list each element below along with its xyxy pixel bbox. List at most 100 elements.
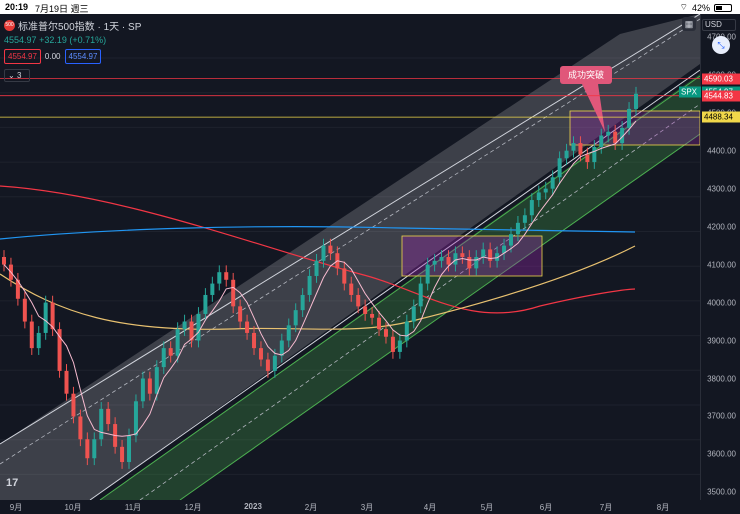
candle-body xyxy=(488,249,493,261)
grid-icon[interactable]: ▦ xyxy=(682,17,696,31)
price-chart[interactable] xyxy=(0,14,700,500)
collapse-arrows-icon[interactable]: ⤡ xyxy=(712,36,730,54)
candle-body xyxy=(161,348,166,368)
candle-body xyxy=(557,158,562,178)
price-tick: 3700.00 xyxy=(707,411,736,421)
chevron-down-icon: ⌄ xyxy=(8,71,15,80)
candle-body xyxy=(106,408,111,425)
consolidation-box xyxy=(401,235,543,277)
time-tick: 9月 xyxy=(9,503,23,512)
candle-body xyxy=(390,336,395,352)
candle-body xyxy=(189,321,194,341)
spx-logo-icon: 500 xyxy=(4,20,15,31)
candle-body xyxy=(606,131,611,136)
candle-body xyxy=(231,279,236,307)
candle-body xyxy=(522,215,527,223)
candle-body xyxy=(446,257,451,265)
candle-body xyxy=(342,268,347,284)
candle-body xyxy=(481,249,486,257)
status-date: 7月19日 週三 xyxy=(35,4,89,14)
candle-body xyxy=(620,127,625,144)
symbol-header: 500 标准普尔500指数 · 1天 · SP 4554.97 +32.19 (… xyxy=(4,18,141,82)
price-axis[interactable]: 4700.004600.004500.004400.004300.004200.… xyxy=(679,14,740,500)
time-tick: 10月 xyxy=(64,503,82,512)
candle-body xyxy=(536,192,541,201)
candle-body xyxy=(564,150,569,159)
candle-body xyxy=(210,283,215,295)
time-tick: 7月 xyxy=(599,503,613,512)
breakout-annotation[interactable]: 成功突破 xyxy=(560,66,612,84)
candle-body xyxy=(224,272,229,280)
candle-body xyxy=(22,298,27,322)
indicators-collapse-button[interactable]: ⌄ 3 xyxy=(4,69,30,82)
time-tick: 3月 xyxy=(360,503,374,512)
candle-body xyxy=(418,283,423,307)
candle-body xyxy=(585,154,590,163)
time-tick: 6月 xyxy=(539,503,553,512)
status-right: ⌔ 42% xyxy=(680,2,732,13)
candle-body xyxy=(321,245,326,261)
candle-body xyxy=(133,401,138,436)
price-label: 4488.34 xyxy=(702,111,740,123)
candle-body xyxy=(425,264,430,284)
candle-body xyxy=(356,294,361,307)
candle-body xyxy=(349,283,354,295)
price-tick: 4000.00 xyxy=(707,298,736,308)
buy-button[interactable]: 4554.97 xyxy=(64,49,102,64)
candle-body xyxy=(460,253,465,257)
time-tick: 5月 xyxy=(480,503,494,512)
candle-body xyxy=(265,359,270,371)
candle-body xyxy=(127,435,132,463)
price-tick: 4100.00 xyxy=(707,260,736,270)
candle-body xyxy=(397,340,402,352)
candle-body xyxy=(467,257,472,269)
candle-body xyxy=(258,348,263,360)
ma200-line xyxy=(0,185,636,314)
candle-body xyxy=(140,378,145,402)
candle-body xyxy=(252,332,257,349)
ma100-line xyxy=(0,226,636,240)
candle-body xyxy=(217,272,222,284)
candle-body xyxy=(147,378,152,394)
currency-selector[interactable]: USD xyxy=(702,19,736,31)
candle-body xyxy=(182,321,187,330)
time-tick: 12月 xyxy=(184,503,202,512)
time-axis[interactable]: 9月 10月 11月 12月 2023 2月 3月 4月 5月 6月 7月 8月 xyxy=(0,500,700,514)
candle-body xyxy=(474,257,479,269)
chart-area[interactable]: 500 标准普尔500指数 · 1天 · SP 4554.97 +32.19 (… xyxy=(0,14,740,514)
ma20-line xyxy=(3,120,637,437)
candle-body xyxy=(502,245,507,254)
tradingview-logo-icon: 17 xyxy=(6,477,19,489)
candle-body xyxy=(175,329,180,356)
candle-body xyxy=(495,253,500,261)
last-price: 4554.97 xyxy=(4,35,37,45)
candle-body xyxy=(515,222,520,235)
price-tick: 4200.00 xyxy=(707,222,736,232)
candle-body xyxy=(71,393,76,417)
candle-body xyxy=(293,310,298,326)
sell-button[interactable]: 4554.97 xyxy=(4,49,41,64)
candle-body xyxy=(286,325,291,341)
candle-body xyxy=(64,370,69,394)
candle-body xyxy=(529,200,534,216)
candle-body xyxy=(314,260,319,276)
candle-body xyxy=(43,302,48,333)
candle-body xyxy=(550,177,555,189)
candle-body xyxy=(307,275,312,295)
candle-body xyxy=(168,348,173,356)
candle-body xyxy=(85,439,90,459)
price-label: 4544.83 xyxy=(702,90,740,102)
candle-body xyxy=(15,279,20,299)
candle-body xyxy=(370,313,375,318)
candle-body xyxy=(599,135,604,147)
candle-body xyxy=(592,146,597,163)
spread-value: 0.00 xyxy=(44,52,61,61)
price-tick: 4300.00 xyxy=(707,184,736,194)
candle-body xyxy=(29,321,34,349)
candle-body xyxy=(78,416,83,440)
time-tick: 4月 xyxy=(423,503,437,512)
candle-body xyxy=(404,321,409,341)
symbol-title[interactable]: 标准普尔500指数 · 1天 · SP xyxy=(18,22,142,33)
battery-percent: 42% xyxy=(691,2,710,13)
price-change: +32.19 (+0.71%) xyxy=(39,35,107,45)
